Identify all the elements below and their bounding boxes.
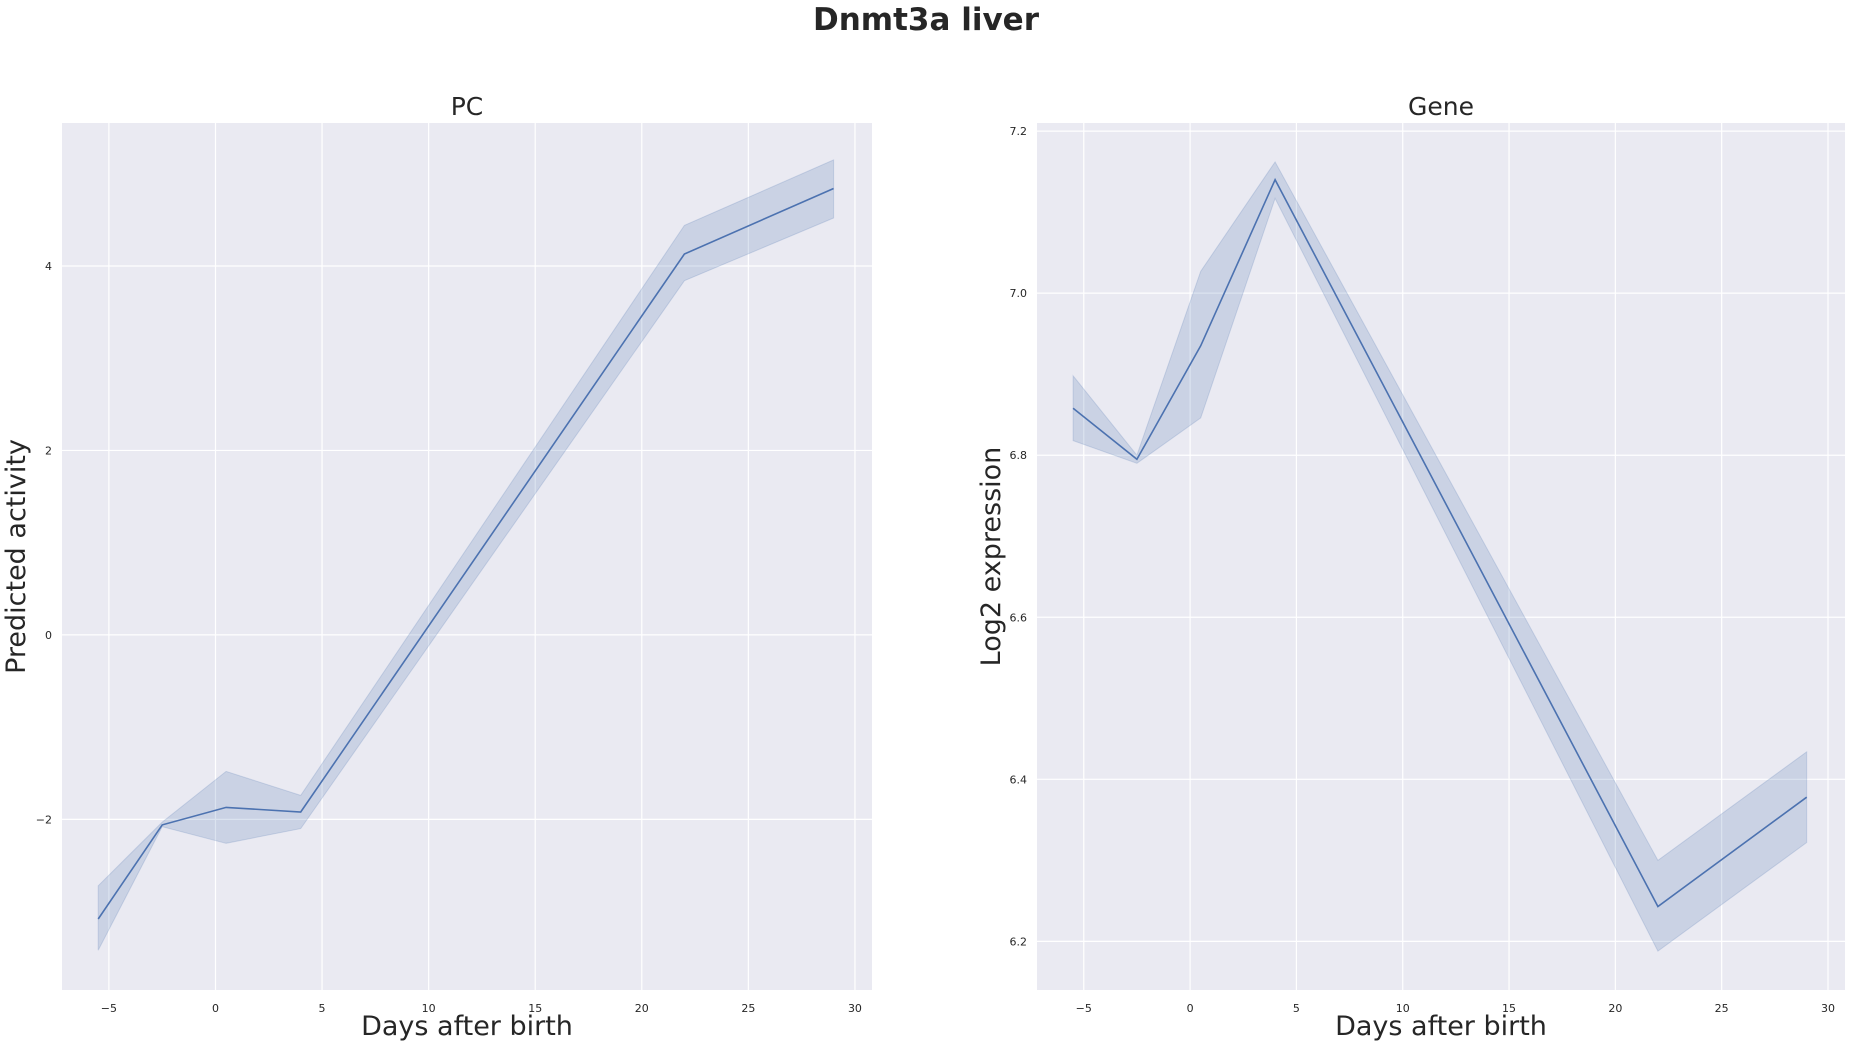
pc-confidence-band <box>97 159 835 951</box>
pc-x-axis-label: Days after birth <box>361 1011 573 1042</box>
gene-gridlines <box>1037 123 1845 990</box>
pc-x-tick-label: 25 <box>741 1002 755 1015</box>
gene-confidence-band <box>1072 160 1808 952</box>
gene-x-tick-label: 15 <box>1502 1002 1516 1015</box>
gene-y-tick-label: 7.0 <box>1010 287 1028 300</box>
gene-y-tick-label: 6.2 <box>1010 935 1028 948</box>
pc-x-tick-label: 30 <box>848 1002 862 1015</box>
pc-gridlines <box>62 123 872 990</box>
gene-x-tick-label: 10 <box>1396 1002 1410 1015</box>
gene-x-tick-label: 20 <box>1608 1002 1622 1015</box>
gene-y-tick-label: 6.8 <box>1010 449 1028 462</box>
gene-y-axis-label: Log2 expression <box>976 447 1007 667</box>
pc-plot-area <box>62 123 872 990</box>
gene-panel: −5 0 5 10 15 20 25 30 6.2 6.4 6.6 6.8 7.0 7.2 Gene Da… <box>976 92 1845 1042</box>
pc-x-tick-label: −5 <box>101 1002 117 1015</box>
pc-x-tick-label: 20 <box>635 1002 649 1015</box>
pc-y-tick-label: −2 <box>36 813 52 826</box>
pc-x-tick-label: 10 <box>422 1002 436 1015</box>
pc-ticks: −5 0 5 10 15 20 25 30 −2 0 2 4 <box>36 260 862 1015</box>
gene-x-tick-label: 30 <box>1821 1002 1835 1015</box>
gene-y-tick-label: 7.2 <box>1010 125 1028 138</box>
pc-series-line <box>97 187 834 920</box>
pc-y-tick-label: 4 <box>45 260 52 273</box>
gene-y-tick-label: 6.6 <box>1010 611 1028 624</box>
pc-panel-title: PC <box>451 92 484 121</box>
pc-y-axis-label: Predicted activity <box>1 439 32 674</box>
gene-x-tick-label: 25 <box>1715 1002 1729 1015</box>
pc-x-tick-label: 0 <box>212 1002 219 1015</box>
gene-ticks: −5 0 5 10 15 20 25 30 6.2 6.4 6.6 6.8 7.0 7.2 <box>1010 125 1835 1015</box>
pc-x-tick-label: 5 <box>319 1002 326 1015</box>
gene-x-tick-label: −5 <box>1076 1002 1092 1015</box>
gene-x-tick-label: 0 <box>1187 1002 1194 1015</box>
gene-y-tick-label: 6.4 <box>1010 773 1028 786</box>
gene-x-axis-label: Days after birth <box>1335 1011 1547 1042</box>
gene-series-line <box>1072 177 1808 908</box>
gene-x-tick-label: 5 <box>1293 1002 1300 1015</box>
pc-x-tick-label: 15 <box>528 1002 542 1015</box>
gene-plot-area <box>1037 123 1845 990</box>
figure-title: Dnmt3a liver <box>813 2 1040 38</box>
pc-y-tick-label: 2 <box>45 444 52 457</box>
pc-y-tick-label: 0 <box>45 629 52 642</box>
gene-panel-title: Gene <box>1408 92 1474 121</box>
